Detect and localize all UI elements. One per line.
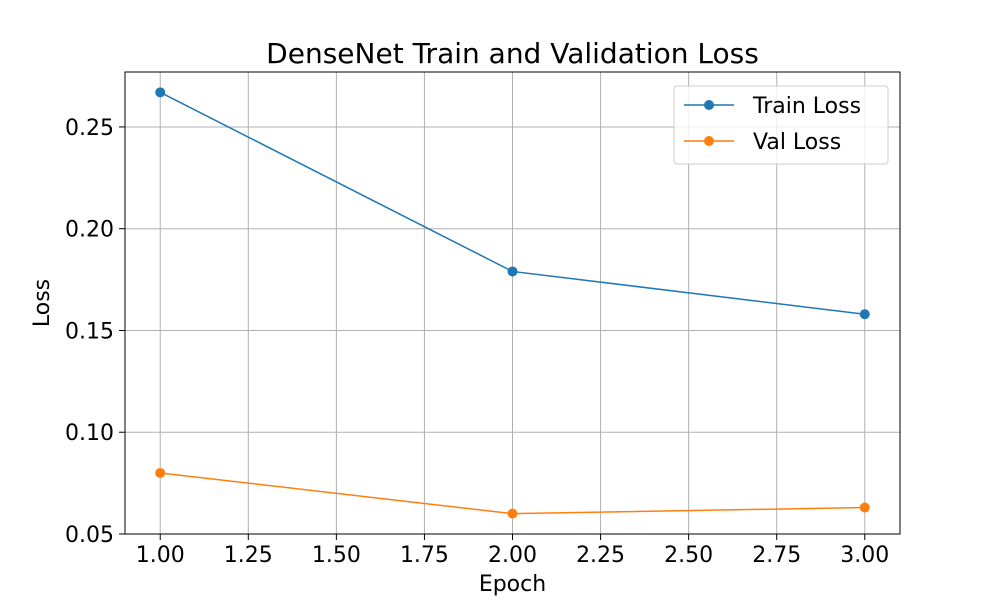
x-tick-label: 2.25 [576,543,625,568]
y-tick-label: 0.25 [65,116,114,141]
x-tick-label: 3.00 [840,543,889,568]
axis-ticks: 1.00 1.25 1.50 1.75 2.00 2.25 2.50 2.75 3.00 0.05… [65,116,889,568]
x-axis-label: Epoch [479,572,546,597]
y-tick-label: 0.10 [65,421,114,446]
y-tick-label: 0.05 [65,523,114,548]
x-tick-label: 1.50 [312,543,361,568]
chart-title: DenseNet Train and Validation Loss [266,37,759,70]
plot-series [155,87,870,519]
val-loss-point [507,508,518,519]
val-loss-point [859,502,870,513]
legend-train-loss-marker [704,100,714,110]
y-axis-label: Loss [30,279,55,327]
x-tick-label: 1.00 [136,543,185,568]
y-tick-label: 0.20 [65,218,114,243]
legend-val-loss-label: Val Loss [753,130,841,155]
x-tick-label: 1.75 [400,543,449,568]
train-loss-point [507,266,518,277]
x-tick-label: 2.50 [664,543,713,568]
y-tick-label: 0.15 [65,319,114,344]
x-tick-label: 1.25 [224,543,273,568]
x-tick-label: 2.00 [488,543,537,568]
x-tick-label: 2.75 [752,543,801,568]
val-loss-point [155,467,166,478]
legend: Train Loss Val Loss [673,85,889,165]
train-loss-point [859,309,870,320]
train-loss-point [155,87,166,98]
legend-train-loss-label: Train Loss [752,94,861,119]
legend-val-loss-marker [704,136,714,146]
